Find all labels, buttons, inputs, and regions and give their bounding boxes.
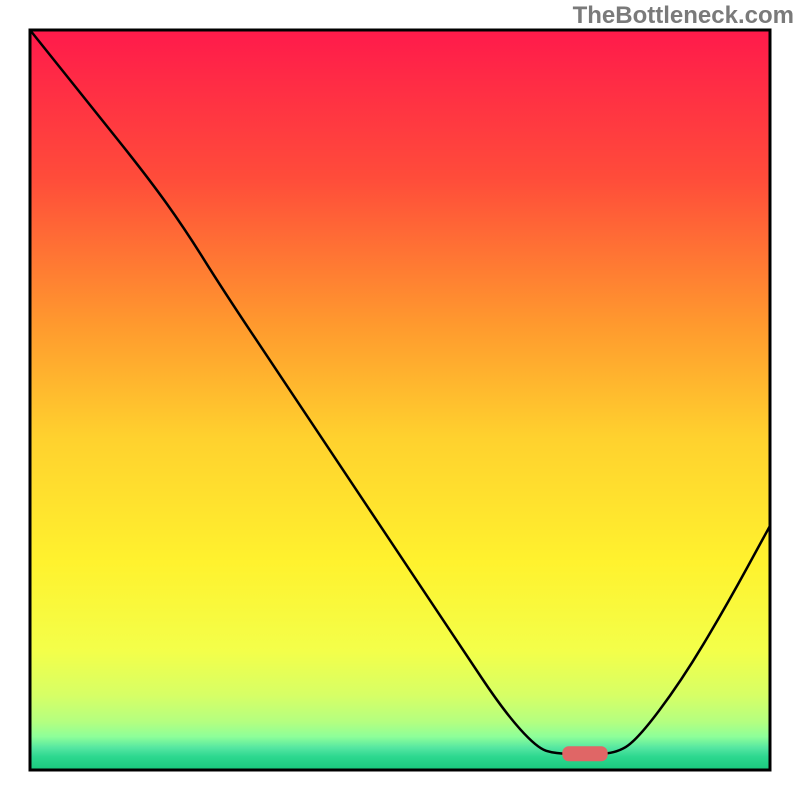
- optimal-marker: [563, 747, 607, 761]
- plot-background: [30, 30, 770, 770]
- watermark-text: TheBottleneck.com: [573, 2, 794, 30]
- chart-container: TheBottleneck.com: [0, 0, 800, 800]
- bottleneck-chart: [0, 0, 800, 800]
